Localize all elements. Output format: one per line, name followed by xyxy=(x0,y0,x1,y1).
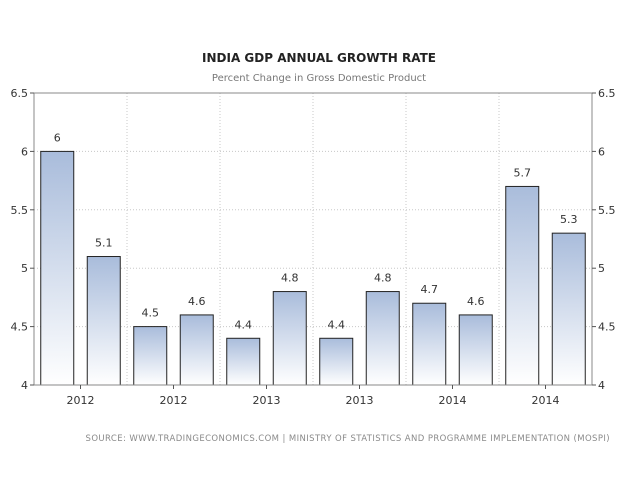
x-tick-label: 2012 xyxy=(160,394,188,407)
y-tick-label-right: 4 xyxy=(598,379,605,392)
bar-value-label: 5.1 xyxy=(95,237,113,250)
y-tick-label-left: 5 xyxy=(21,262,28,275)
y-tick-label-right: 5.5 xyxy=(598,204,616,217)
chart-title: INDIA GDP ANNUAL GROWTH RATE xyxy=(202,51,436,65)
y-tick-label-left: 4.5 xyxy=(11,321,29,334)
bar xyxy=(505,185,540,386)
bar-value-label: 4.4 xyxy=(235,318,253,331)
bars xyxy=(40,150,586,386)
grid-lines xyxy=(34,93,592,385)
y-tick-label-left: 6.5 xyxy=(11,87,29,100)
bar-value-label: 4.6 xyxy=(467,295,485,308)
bar-value-label: 4.8 xyxy=(281,272,299,285)
x-axis: 2012 2012 2013 2013 2014 2014 xyxy=(67,385,560,407)
bar xyxy=(40,150,75,386)
x-tick-label: 2013 xyxy=(346,394,374,407)
y-tick-label-right: 4.5 xyxy=(598,321,616,334)
x-tick-label: 2014 xyxy=(439,394,467,407)
bar xyxy=(226,337,261,386)
bar xyxy=(458,314,493,386)
bar xyxy=(86,256,121,386)
y-tick-label-left: 5.5 xyxy=(11,204,29,217)
bar-value-label: 6 xyxy=(54,131,61,144)
chart-subtitle: Percent Change in Gross Domestic Product xyxy=(212,73,426,84)
y-tick-label-left: 6 xyxy=(21,145,28,158)
bar-value-label: 4.6 xyxy=(188,295,206,308)
bar xyxy=(133,326,168,386)
y-tick-label-right: 6 xyxy=(598,145,605,158)
bar-value-label: 4.8 xyxy=(374,272,392,285)
x-tick-label: 2012 xyxy=(67,394,95,407)
plot-frame xyxy=(33,92,593,386)
source-note: SOURCE: WWW.TRADINGECONOMICS.COM | MINIS… xyxy=(86,434,610,444)
y-tick-label-right: 5 xyxy=(598,262,605,275)
y-tick-label-right: 6.5 xyxy=(598,87,616,100)
x-tick-label: 2014 xyxy=(532,394,560,407)
data-labels: 6 5.1 4.5 4.6 4.4 4.8 4.4 4.8 4.7 4.6 5.7 5.3 xyxy=(54,131,578,331)
bar-value-label: 4.5 xyxy=(142,307,160,320)
bar-value-label: 4.7 xyxy=(421,283,439,296)
bar-value-label: 5.7 xyxy=(514,166,532,179)
bar xyxy=(551,232,586,386)
bar xyxy=(365,291,400,386)
y-tick-label-left: 4 xyxy=(21,379,28,392)
bar xyxy=(412,302,447,386)
bar xyxy=(272,291,307,386)
bar xyxy=(319,337,354,386)
x-tick-label: 2013 xyxy=(253,394,281,407)
y-axis-left: 4 4.5 5 5.5 6 6.5 xyxy=(11,87,34,392)
bar-value-label: 4.4 xyxy=(328,318,346,331)
bar-value-label: 5.3 xyxy=(560,213,578,226)
y-axis-right: 4 4.5 5 5.5 6 6.5 xyxy=(592,87,616,392)
bar xyxy=(179,314,214,386)
